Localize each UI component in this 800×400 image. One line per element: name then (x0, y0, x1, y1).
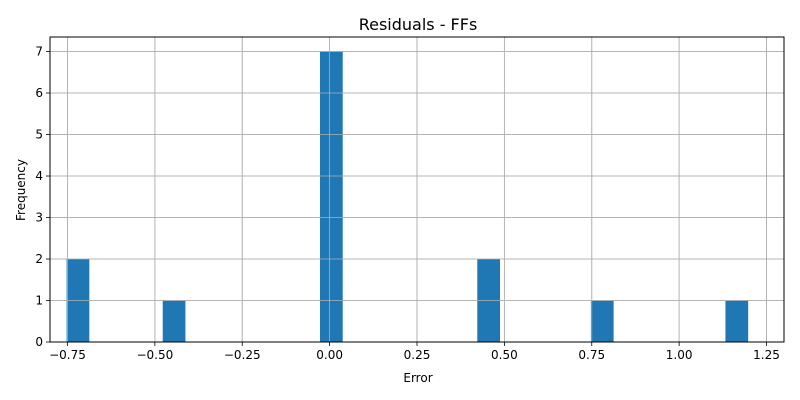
bars (66, 51, 749, 343)
x-tick-label: 0.00 (316, 348, 343, 362)
y-tick-label: 6 (35, 86, 43, 100)
y-tick-label: 4 (35, 169, 43, 183)
y-axis-ticks: 0 1 2 3 4 5 6 7 (35, 45, 50, 349)
x-tick-label: −0.75 (49, 348, 86, 362)
y-tick-label: 0 (35, 335, 43, 349)
y-axis-label: Frequency (14, 159, 28, 221)
histogram-bar (320, 51, 343, 343)
x-tick-label: 1.25 (753, 348, 780, 362)
x-tick-label: 0.50 (491, 348, 518, 362)
grid-lines-overlay (50, 37, 784, 343)
histogram-bar (162, 300, 186, 342)
x-tick-label: 0.25 (404, 348, 431, 362)
y-tick-label: 3 (35, 211, 43, 225)
histogram-bar (725, 300, 749, 342)
y-tick-label: 5 (35, 128, 43, 142)
x-tick-label: −0.25 (224, 348, 261, 362)
x-tick-label: −0.50 (136, 348, 173, 362)
x-axis-ticks: −0.75 −0.50 −0.25 0.00 0.25 0.50 0.75 1.00 1.25 (49, 342, 780, 362)
x-tick-label: 1.00 (666, 348, 693, 362)
x-axis-label: Error (403, 371, 432, 385)
y-tick-label: 1 (35, 294, 43, 308)
x-tick-label: 0.75 (578, 348, 605, 362)
histogram-bar (590, 300, 614, 342)
y-tick-label: 2 (35, 252, 43, 266)
chart-title: Residuals - FFs (359, 15, 478, 34)
y-tick-label: 7 (35, 45, 43, 59)
